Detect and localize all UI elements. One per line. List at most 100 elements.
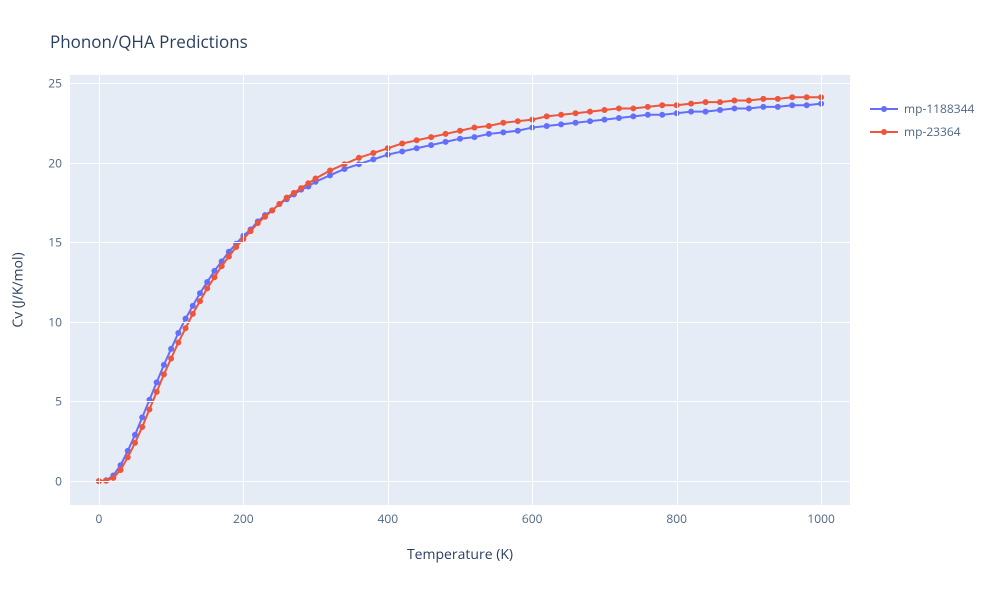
series-marker[interactable] [573, 120, 579, 126]
series-marker[interactable] [269, 207, 275, 213]
series-marker[interactable] [233, 244, 239, 250]
series-marker[interactable] [168, 355, 174, 361]
legend-item[interactable]: mp-1188344 [870, 100, 974, 117]
series-marker[interactable] [515, 128, 521, 134]
series-marker[interactable] [804, 102, 810, 108]
series-marker[interactable] [428, 142, 434, 148]
series-marker[interactable] [161, 371, 167, 377]
series-marker[interactable] [168, 346, 174, 352]
series-marker[interactable] [486, 123, 492, 129]
series-marker[interactable] [616, 115, 622, 121]
series-marker[interactable] [659, 112, 665, 118]
series-marker[interactable] [190, 303, 196, 309]
series-marker[interactable] [544, 113, 550, 119]
series-marker[interactable] [731, 97, 737, 103]
series-marker[interactable] [161, 362, 167, 368]
series-marker[interactable] [190, 311, 196, 317]
series-marker[interactable] [204, 285, 210, 291]
series-marker[interactable] [601, 107, 607, 113]
series-marker[interactable] [211, 274, 217, 280]
series-marker[interactable] [305, 180, 311, 186]
series-marker[interactable] [132, 440, 138, 446]
series-line[interactable] [99, 104, 821, 481]
series-marker[interactable] [500, 120, 506, 126]
series-marker[interactable] [731, 105, 737, 111]
series-marker[interactable] [219, 263, 225, 269]
series-marker[interactable] [414, 137, 420, 143]
legend: mp-1188344 mp-23364 [870, 100, 974, 146]
series-marker[interactable] [515, 118, 521, 124]
series-marker[interactable] [125, 454, 131, 460]
series-marker[interactable] [428, 134, 434, 140]
series-marker[interactable] [175, 330, 181, 336]
series-marker[interactable] [175, 340, 181, 346]
series-marker[interactable] [630, 113, 636, 119]
series-marker[interactable] [544, 123, 550, 129]
series-marker[interactable] [399, 140, 405, 146]
series-marker[interactable] [284, 195, 290, 201]
series-marker[interactable] [775, 96, 781, 102]
series-marker[interactable] [573, 110, 579, 116]
series-marker[interactable] [587, 118, 593, 124]
y-tick-label: 10 [48, 313, 62, 330]
series-marker[interactable] [789, 94, 795, 100]
series-marker[interactable] [146, 406, 152, 412]
series-marker[interactable] [804, 94, 810, 100]
series-marker[interactable] [688, 109, 694, 115]
series-marker[interactable] [775, 104, 781, 110]
series-marker[interactable] [645, 104, 651, 110]
series-marker[interactable] [298, 185, 304, 191]
series-marker[interactable] [659, 102, 665, 108]
y-tick-label: 0 [55, 473, 62, 490]
series-marker[interactable] [760, 104, 766, 110]
series-marker[interactable] [457, 128, 463, 134]
series-marker[interactable] [255, 220, 261, 226]
series-marker[interactable] [601, 117, 607, 123]
x-tick-label: 200 [233, 510, 254, 527]
series-marker[interactable] [226, 254, 232, 260]
series-marker[interactable] [486, 131, 492, 137]
series-marker[interactable] [313, 176, 319, 182]
series-marker[interactable] [558, 112, 564, 118]
series-marker[interactable] [616, 105, 622, 111]
series-marker[interactable] [443, 139, 449, 145]
series-marker[interactable] [139, 424, 145, 430]
series-marker[interactable] [760, 96, 766, 102]
series-marker[interactable] [110, 475, 116, 481]
series-marker[interactable] [291, 190, 297, 196]
series-marker[interactable] [746, 97, 752, 103]
series-marker[interactable] [558, 121, 564, 127]
series-marker[interactable] [262, 214, 268, 220]
series-marker[interactable] [370, 156, 376, 162]
series-marker[interactable] [248, 228, 254, 234]
series-marker[interactable] [688, 101, 694, 107]
series-marker[interactable] [746, 105, 752, 111]
series-marker[interactable] [370, 150, 376, 156]
series-marker[interactable] [356, 155, 362, 161]
series-marker[interactable] [154, 389, 160, 395]
series-marker[interactable] [703, 99, 709, 105]
series-marker[interactable] [645, 112, 651, 118]
series-marker[interactable] [717, 99, 723, 105]
series-marker[interactable] [500, 129, 506, 135]
legend-item[interactable]: mp-23364 [870, 123, 974, 140]
series-marker[interactable] [276, 201, 282, 207]
series-marker[interactable] [717, 107, 723, 113]
series-marker[interactable] [118, 467, 124, 473]
series-marker[interactable] [789, 102, 795, 108]
series-marker[interactable] [703, 109, 709, 115]
series-marker[interactable] [183, 316, 189, 322]
series-marker[interactable] [630, 105, 636, 111]
series-marker[interactable] [457, 136, 463, 142]
series-marker[interactable] [471, 134, 477, 140]
series-marker[interactable] [399, 148, 405, 154]
series-marker[interactable] [327, 168, 333, 174]
series-marker[interactable] [471, 125, 477, 131]
series-marker[interactable] [443, 131, 449, 137]
series-marker[interactable] [183, 325, 189, 331]
series-marker[interactable] [197, 290, 203, 296]
series-marker[interactable] [414, 145, 420, 151]
plot-area[interactable] [70, 75, 850, 505]
series-marker[interactable] [587, 109, 593, 115]
series-marker[interactable] [197, 298, 203, 304]
